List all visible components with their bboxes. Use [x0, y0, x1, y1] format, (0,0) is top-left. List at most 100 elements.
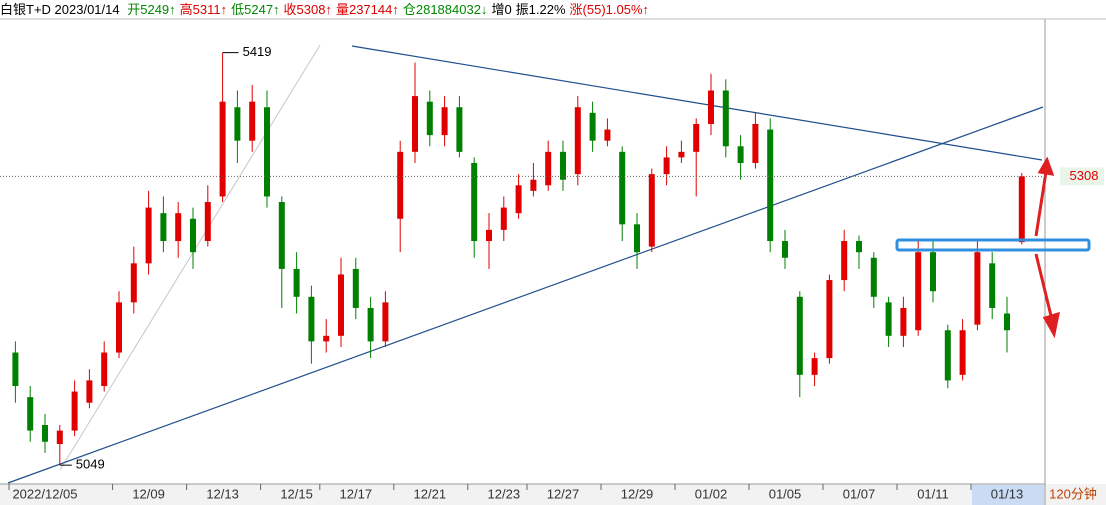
- candle-body: [130, 263, 137, 303]
- candle-body: [693, 123, 700, 152]
- candle-body: [811, 358, 818, 375]
- candle-body: [500, 207, 507, 230]
- x-axis-band: [0, 484, 1106, 505]
- candle-body: [619, 151, 626, 225]
- candle-body: [885, 302, 892, 336]
- stat: 涨(55)1.05%↑: [569, 2, 650, 17]
- x-tick-label: 12/09: [132, 486, 165, 501]
- stat: 仓281884032↓: [402, 2, 488, 17]
- x-tick-label: 12/15: [280, 486, 313, 501]
- candle-body: [71, 391, 78, 431]
- candle-body: [530, 179, 537, 191]
- candle-body: [545, 151, 552, 186]
- candle-body: [604, 129, 611, 141]
- highlight-box: [895, 238, 1091, 252]
- x-tick-label: 12/23: [488, 486, 521, 501]
- candle-body: [856, 241, 862, 253]
- candle-body: [560, 151, 566, 180]
- candle-body: [486, 229, 492, 242]
- candle-body: [234, 107, 241, 141]
- stat: 开5249↑: [127, 2, 176, 17]
- x-tick-label: 01/02: [695, 486, 728, 501]
- candle-body: [752, 123, 759, 163]
- candle-body: [293, 268, 300, 297]
- stat: 高5311↑: [179, 2, 228, 17]
- candle-body: [648, 174, 655, 247]
- period-label: 120分钟: [1049, 486, 1097, 501]
- candle-body: [160, 213, 167, 242]
- last-price-box: [1060, 167, 1104, 186]
- candle-body: [249, 101, 256, 141]
- stat: 低5247↑: [231, 2, 280, 17]
- candle-body: [782, 241, 788, 258]
- candle-body: [219, 101, 226, 197]
- stat: 振1.22%: [515, 2, 566, 17]
- candle-body: [589, 112, 596, 141]
- candle-body: [86, 380, 93, 403]
- candle-body: [634, 224, 640, 253]
- candle-body: [737, 146, 744, 163]
- arrow-down: [1034, 253, 1060, 339]
- candle-body: [175, 213, 182, 242]
- candle-body: [989, 263, 996, 308]
- low-label: 5049: [76, 457, 105, 472]
- candle-body: [352, 268, 359, 308]
- candle-body: [974, 252, 981, 325]
- candle-body: [1018, 176, 1025, 243]
- candle-body: [338, 274, 344, 336]
- candle-body: [56, 430, 63, 444]
- candle-body: [708, 90, 714, 124]
- candle-body: [930, 252, 936, 292]
- stat: 收5308↑: [283, 2, 332, 17]
- candle-body: [204, 202, 211, 242]
- last-price-label: 5308: [1070, 168, 1099, 183]
- x-tick-label: 01/11: [917, 486, 949, 501]
- candle-body: [841, 241, 848, 281]
- candle-body: [426, 101, 433, 136]
- high-label: 5419: [243, 44, 272, 59]
- candle-body: [264, 107, 270, 197]
- candle-body: [116, 302, 122, 353]
- candle-body: [944, 330, 951, 381]
- candle-body: [471, 162, 478, 242]
- candle-body: [574, 107, 581, 175]
- x-tick-label: 01/13: [991, 486, 1024, 501]
- x-tick-label: 12/21: [414, 486, 447, 501]
- candle-body: [722, 90, 729, 147]
- candle-body: [663, 157, 670, 175]
- x-tick-label: 12/17: [340, 486, 373, 501]
- candle-body: [12, 352, 19, 386]
- candle-body: [278, 202, 285, 269]
- stat: 量237144↑: [335, 2, 399, 17]
- candle-body: [382, 302, 389, 342]
- x-tick-label: 01/05: [769, 486, 802, 501]
- candle-body: [190, 218, 196, 253]
- x-tick-label: 12/27: [547, 486, 580, 501]
- candle-body: [796, 296, 803, 375]
- trend-line-upper: [351, 45, 1043, 161]
- trend-line-steep: [59, 44, 321, 471]
- x-highlight: [972, 485, 1044, 505]
- x-tick-label: 12/13: [206, 486, 239, 501]
- arrow-up: [1034, 156, 1055, 237]
- candle-body: [915, 252, 922, 331]
- candle-body: [323, 335, 330, 342]
- candle-body: [870, 257, 877, 297]
- x-tick-label: 2022/12/05: [12, 486, 77, 501]
- candle-body: [441, 107, 448, 136]
- candle-body: [101, 352, 108, 386]
- candle-body: [959, 330, 966, 375]
- candle-body: [367, 307, 374, 342]
- candle-body: [1004, 313, 1010, 331]
- candle-body: [678, 151, 685, 158]
- candle-body: [308, 296, 315, 342]
- title: 白银T+D 2023/01/14: [0, 2, 120, 17]
- trend-line-lower: [7, 106, 1044, 484]
- candle-body: [767, 129, 774, 242]
- candle-body: [900, 307, 907, 336]
- candle-body: [145, 207, 152, 264]
- candles: [12, 52, 1025, 466]
- header: 白银T+D 2023/01/14 开5249↑ 高5311↑ 低5247↑ 收5308…: [0, 0, 1106, 19]
